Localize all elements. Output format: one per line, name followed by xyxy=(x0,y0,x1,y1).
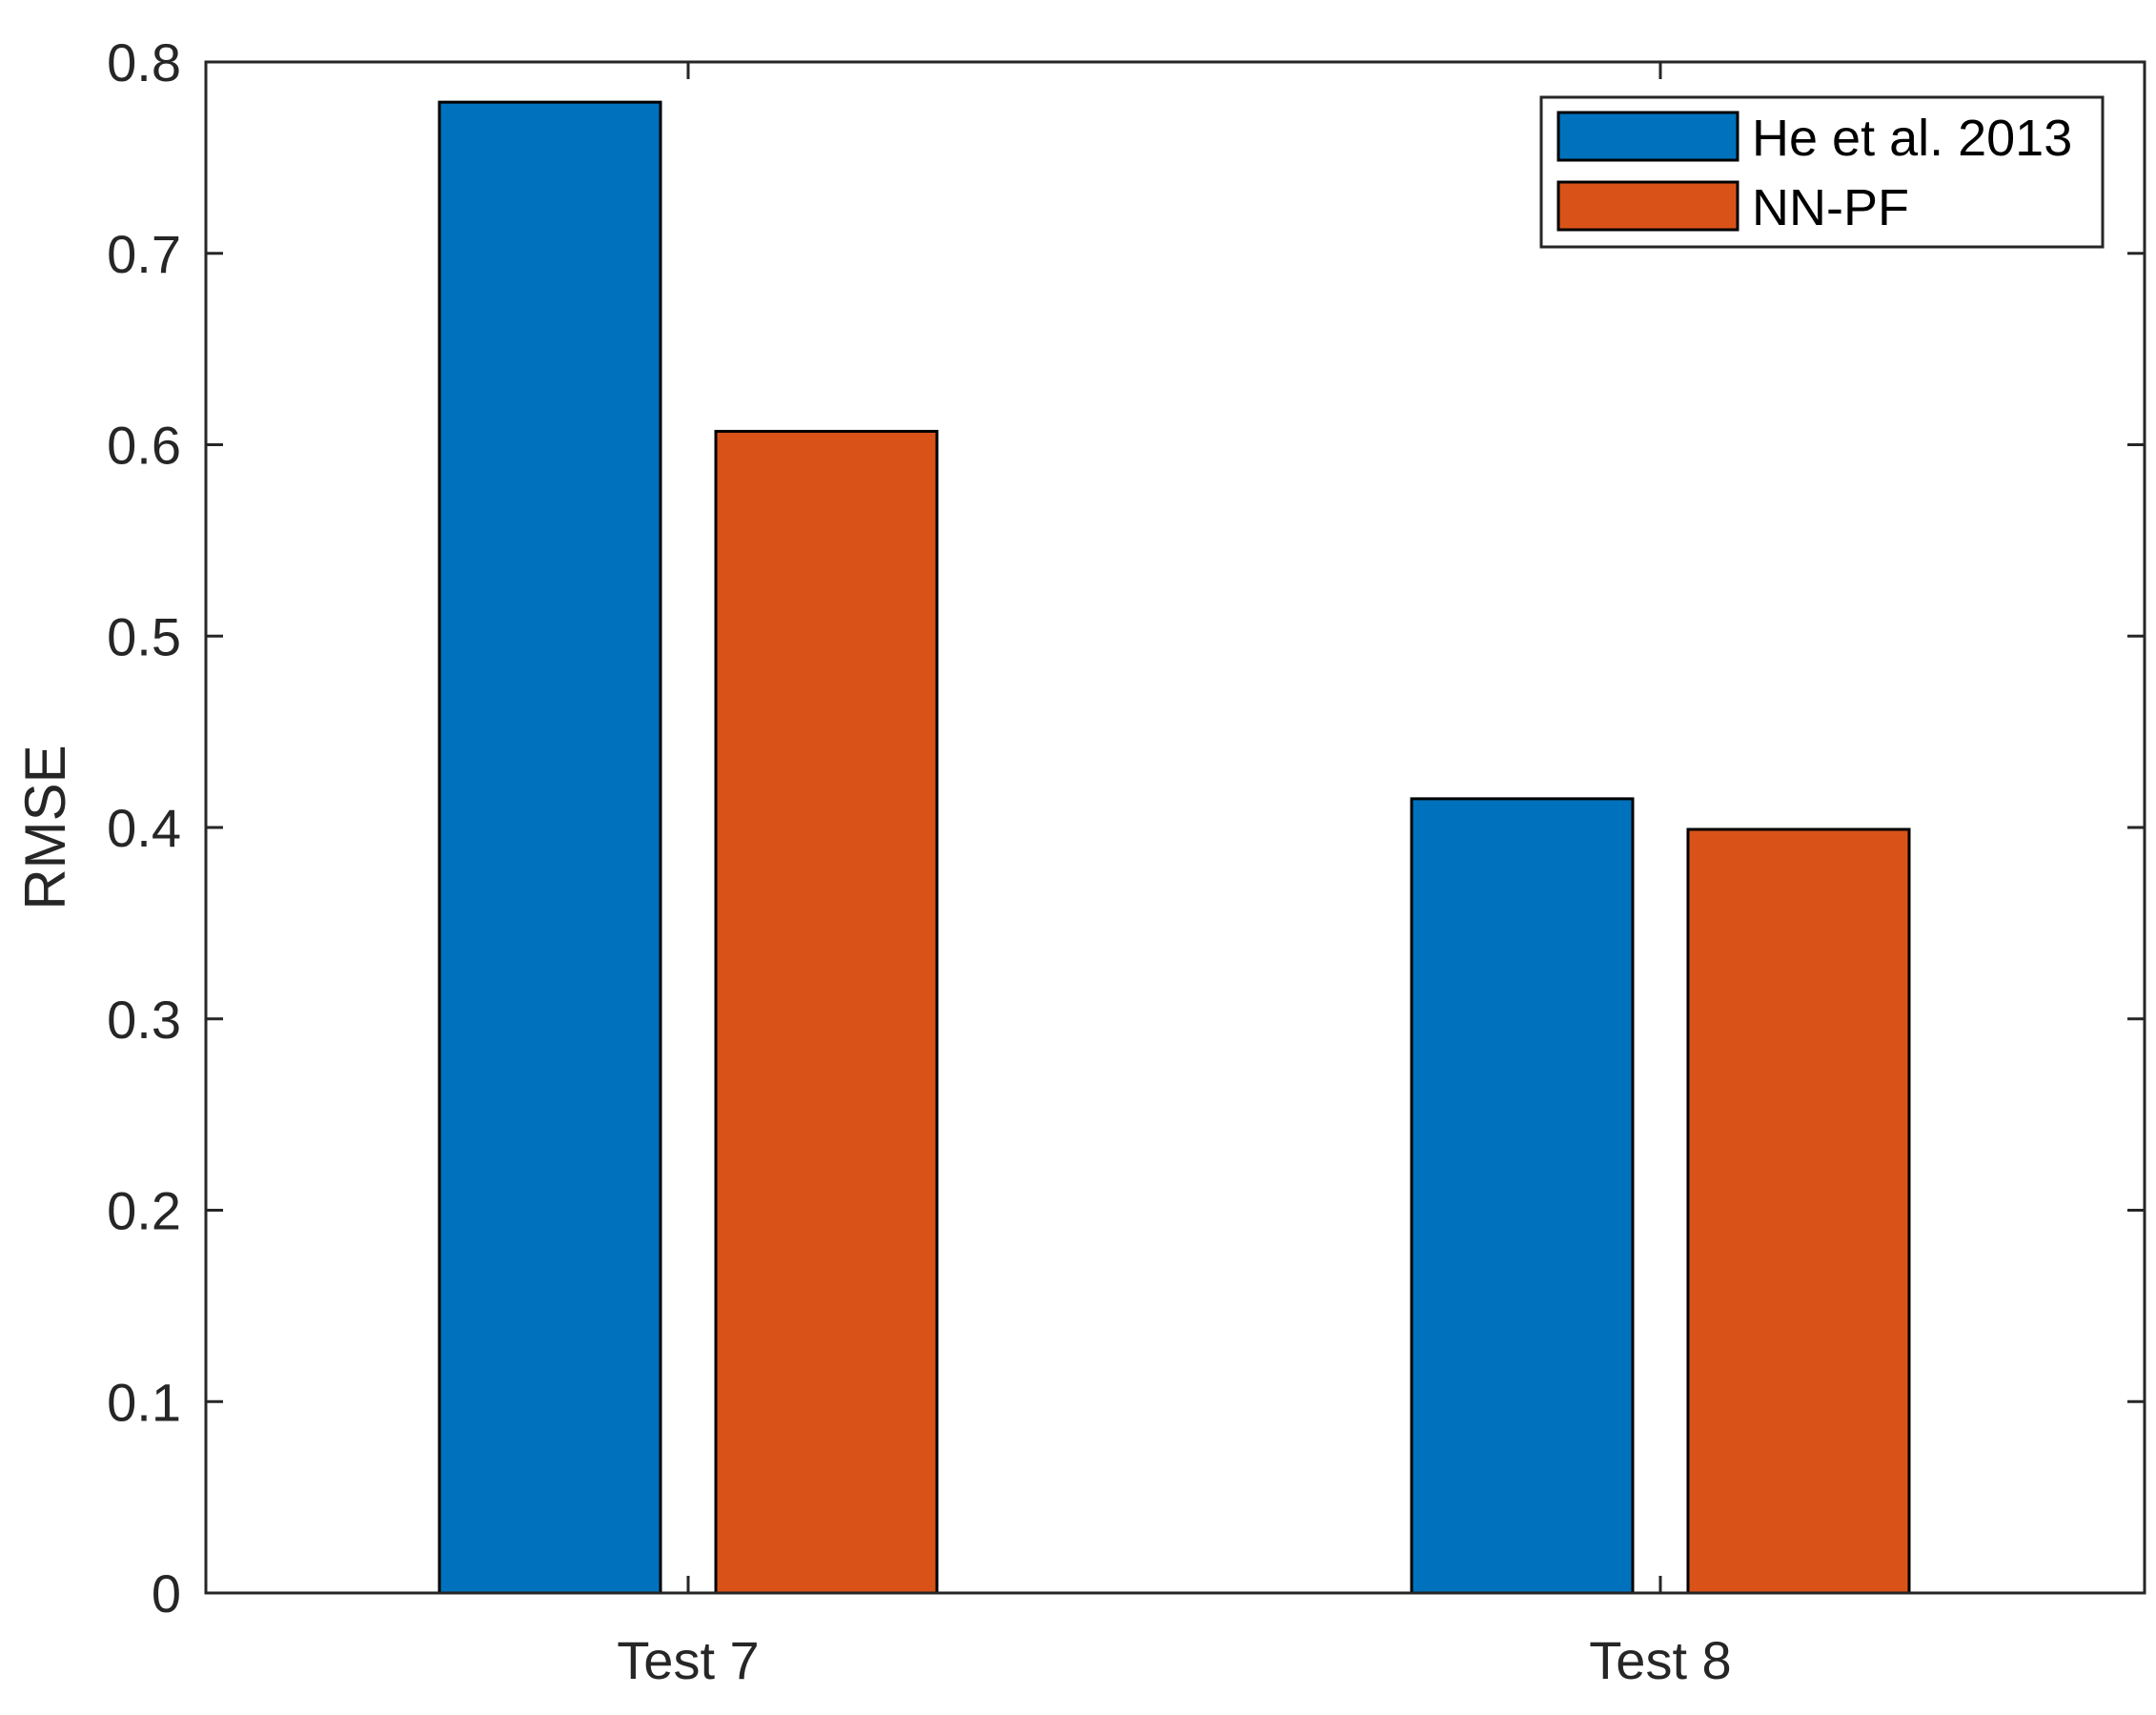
y-tick-label: 0.6 xyxy=(107,416,181,476)
y-tick-label: 0.8 xyxy=(107,32,181,92)
bar-test-8-nn-pf xyxy=(1686,827,1911,1595)
y-tick-label: 0.1 xyxy=(107,1372,181,1432)
bar-test-8-he-et-al-2013 xyxy=(1410,797,1635,1595)
bar-test-7-nn-pf xyxy=(714,429,939,1595)
legend-label-he-et-al-2013: He et al. 2013 xyxy=(1752,110,2072,167)
x-tick-label-test-8: Test 8 xyxy=(1589,1630,1731,1690)
y-axis-label: RMSE xyxy=(13,745,77,909)
y-tick-label: 0.7 xyxy=(107,224,181,284)
legend-swatch-nn-pf xyxy=(1556,180,1739,232)
plot-area-frame xyxy=(204,60,2146,1595)
bar-test-7-he-et-al-2013 xyxy=(437,100,662,1595)
y-tick-label: 0.5 xyxy=(107,606,181,666)
ticks-layer: 0 0.1 0.2 0.3 0.4 0.5 0.6 0.7 0.8 Test 7 Test 8 xyxy=(107,32,2145,1690)
legend-swatch-he-et-al-2013 xyxy=(1556,111,1739,162)
y-tick-label: 0.2 xyxy=(107,1181,181,1241)
y-tick-label: 0 xyxy=(152,1563,181,1623)
legend-label-nn-pf: NN-PF xyxy=(1752,179,1909,236)
x-tick-label-test-7: Test 7 xyxy=(617,1630,759,1690)
y-tick-label: 0.4 xyxy=(107,798,181,858)
legend: He et al. 2013 NN-PF xyxy=(1539,95,2105,249)
bars-layer xyxy=(437,100,1911,1595)
y-tick-label: 0.3 xyxy=(107,990,181,1050)
